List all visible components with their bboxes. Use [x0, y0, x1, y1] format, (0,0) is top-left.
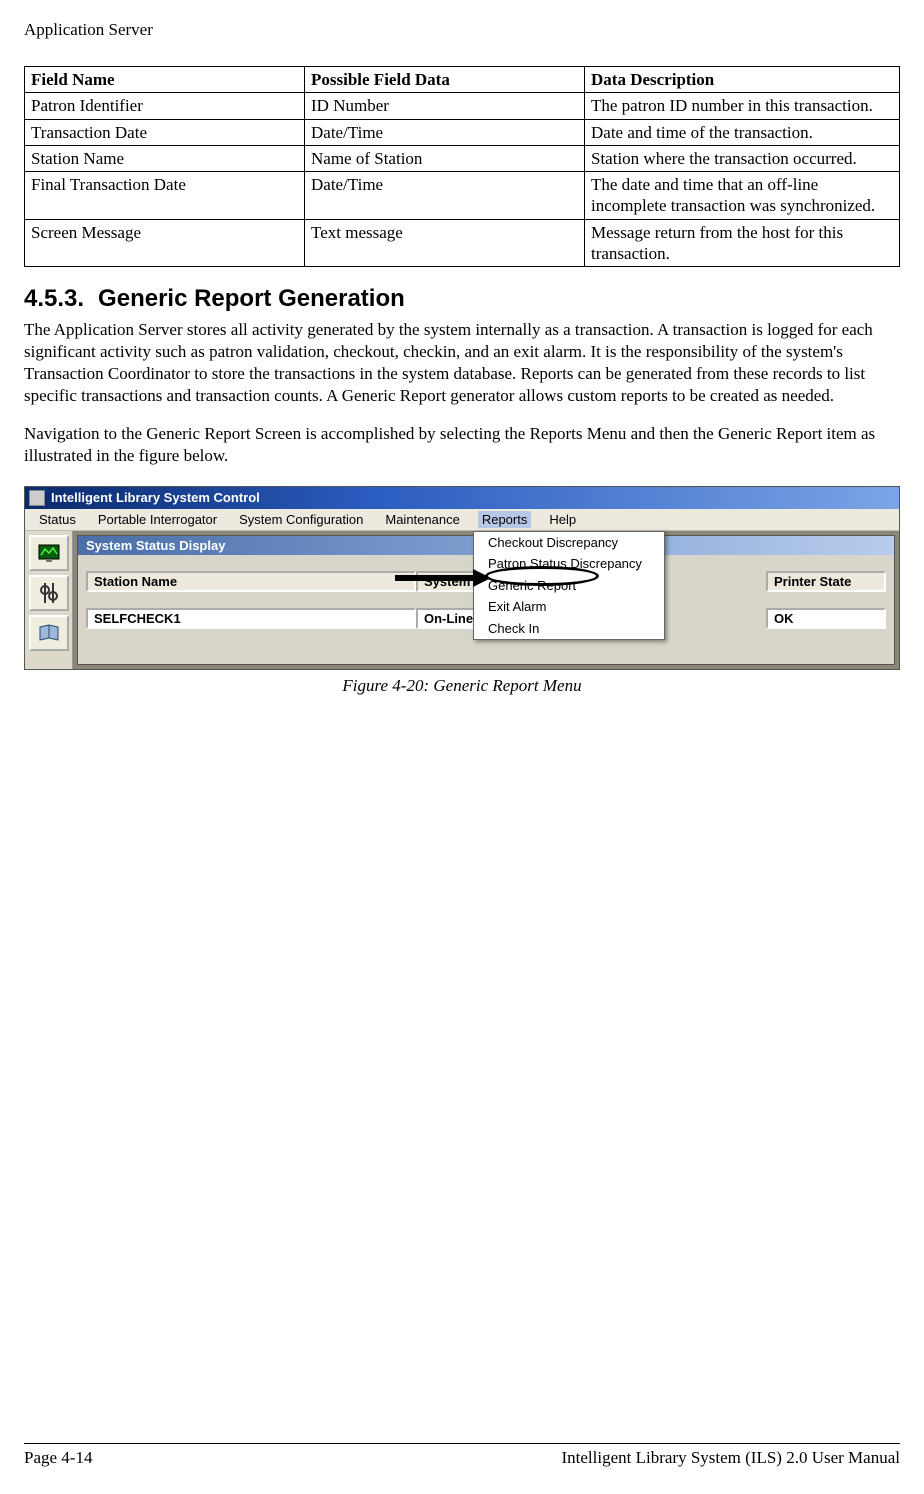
cell: Final Transaction Date [25, 172, 305, 220]
table-row: Final Transaction Date Date/Time The dat… [25, 172, 900, 220]
value-printer-state: OK [766, 608, 886, 629]
field-table: Field Name Possible Field Data Data Desc… [24, 66, 900, 267]
page-footer: Page 4-14 Intelligent Library System (IL… [24, 1443, 900, 1468]
section-title: Generic Report Generation [98, 285, 405, 312]
section-number: 4.5.3. [24, 285, 84, 312]
titlebar: Intelligent Library System Control [25, 487, 899, 509]
cell: Date/Time [305, 172, 585, 220]
running-header: Application Server [24, 20, 900, 40]
left-toolbar [25, 531, 73, 669]
dropdown-item-checkout-discrepancy[interactable]: Checkout Discrepancy [474, 532, 664, 554]
th-field-name: Field Name [25, 67, 305, 93]
menu-reports[interactable]: Reports [478, 511, 532, 528]
figure-caption: Figure 4-20: Generic Report Menu [24, 676, 900, 696]
cell: ID Number [305, 93, 585, 119]
dropdown-item-check-in[interactable]: Check In [474, 618, 664, 640]
footer-rule [24, 1443, 900, 1444]
cell: Text message [305, 219, 585, 267]
header-printer-state: Printer State [766, 571, 886, 592]
table-row: Patron Identifier ID Number The patron I… [25, 93, 900, 119]
cell: Transaction Date [25, 119, 305, 145]
cell: Station Name [25, 145, 305, 171]
menu-system-configuration[interactable]: System Configuration [235, 511, 367, 528]
menu-status[interactable]: Status [35, 511, 80, 528]
book-icon [37, 623, 61, 643]
cell: Date and time of the transaction. [585, 119, 900, 145]
toolbar-button-3[interactable] [29, 615, 69, 651]
cell: The date and time that an off-line incom… [585, 172, 900, 220]
config-icon [37, 583, 61, 603]
monitor-icon [37, 543, 61, 563]
paragraph: The Application Server stores all activi… [24, 319, 900, 407]
table-row: Screen Message Text message Message retu… [25, 219, 900, 267]
cell: Message return from the host for this tr… [585, 219, 900, 267]
app-window: Intelligent Library System Control Statu… [24, 486, 900, 670]
menu-portable-interrogator[interactable]: Portable Interrogator [94, 511, 221, 528]
window-title: Intelligent Library System Control [51, 490, 260, 505]
paragraph: Navigation to the Generic Report Screen … [24, 423, 900, 467]
section-heading: 4.5.3. Generic Report Generation [24, 285, 900, 313]
page-number: Page 4-14 [24, 1448, 92, 1468]
figure: Intelligent Library System Control Statu… [24, 486, 900, 696]
menu-help[interactable]: Help [545, 511, 580, 528]
reports-dropdown: Checkout Discrepancy Patron Status Discr… [473, 531, 665, 641]
toolbar-button-2[interactable] [29, 575, 69, 611]
header-station-name: Station Name [86, 571, 416, 592]
menubar: Status Portable Interrogator System Conf… [25, 509, 899, 531]
table-row: Transaction Date Date/Time Date and time… [25, 119, 900, 145]
th-possible-data: Possible Field Data [305, 67, 585, 93]
doc-title: Intelligent Library System (ILS) 2.0 Use… [561, 1448, 900, 1468]
menu-maintenance[interactable]: Maintenance [381, 511, 463, 528]
th-description: Data Description [585, 67, 900, 93]
dropdown-item-patron-status-discrepancy[interactable]: Patron Status Discrepancy [474, 553, 664, 575]
cell: The patron ID number in this transaction… [585, 93, 900, 119]
toolbar-button-1[interactable] [29, 535, 69, 571]
dropdown-item-exit-alarm[interactable]: Exit Alarm [474, 596, 664, 618]
table-header-row: Field Name Possible Field Data Data Desc… [25, 67, 900, 93]
cell: Screen Message [25, 219, 305, 267]
dropdown-item-generic-report[interactable]: Generic Report [474, 575, 664, 597]
cell: Name of Station [305, 145, 585, 171]
cell: Date/Time [305, 119, 585, 145]
cell: Station where the transaction occurred. [585, 145, 900, 171]
app-icon [29, 490, 45, 506]
table-row: Station Name Name of Station Station whe… [25, 145, 900, 171]
mdi-workspace: System Status Display Station Name Syste… [25, 531, 899, 669]
cell: Patron Identifier [25, 93, 305, 119]
value-station-name: SELFCHECK1 [86, 608, 416, 629]
